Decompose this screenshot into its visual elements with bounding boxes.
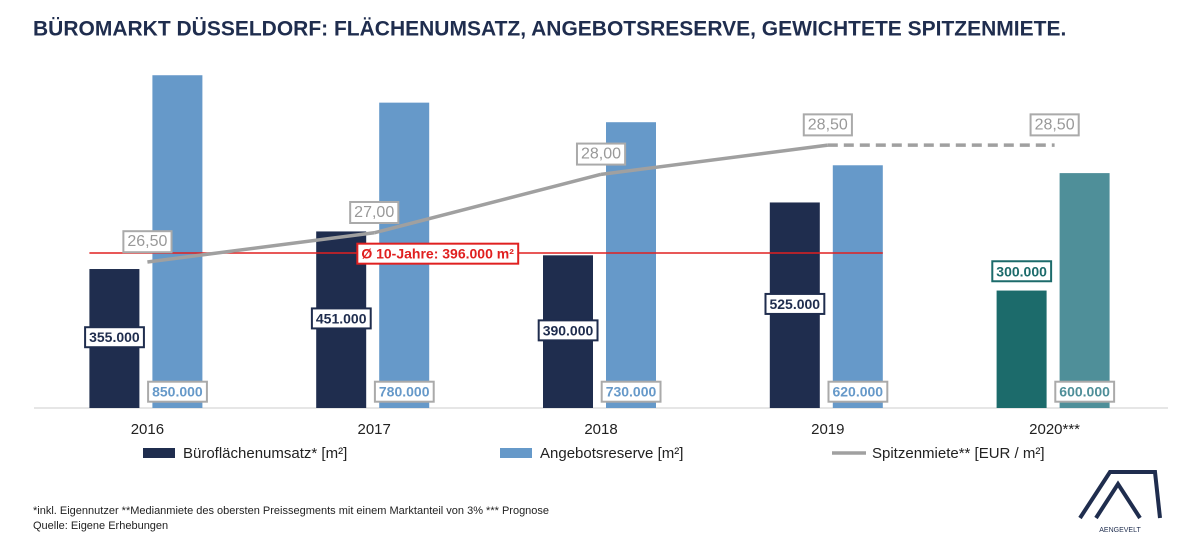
x-tick-label: 2018 bbox=[584, 421, 617, 438]
bar-value-label-box bbox=[147, 380, 208, 403]
bar-value-label-box bbox=[991, 260, 1053, 283]
bar-value-label-box bbox=[373, 380, 435, 403]
line-value-label-box bbox=[122, 230, 173, 254]
legend-swatch bbox=[143, 448, 175, 458]
logo bbox=[1078, 470, 1162, 520]
line-value-label: 28,50 bbox=[808, 116, 848, 133]
line-value-label: 28,00 bbox=[581, 146, 621, 163]
x-tick-label: 2020*** bbox=[1029, 421, 1080, 438]
line-segment bbox=[373, 172, 602, 235]
bar-value-label: 780.000 bbox=[379, 384, 430, 400]
bar-value-label-box bbox=[1054, 380, 1116, 403]
line-value-label: 27,00 bbox=[354, 204, 394, 221]
bar-value-label-box bbox=[764, 292, 826, 315]
legend-label: Spitzenmiete** [EUR / m²] bbox=[872, 445, 1045, 462]
bar-value-label-box bbox=[827, 380, 889, 403]
line-value-label: 28,50 bbox=[1035, 116, 1075, 133]
bar-value-label: 300.000 bbox=[996, 263, 1047, 279]
bar-value-label-box bbox=[310, 307, 372, 330]
line-value-label: 26,50 bbox=[127, 233, 167, 250]
bar bbox=[996, 290, 1047, 408]
x-tick-label: 2017 bbox=[358, 421, 391, 438]
bar-value-label: 620.000 bbox=[832, 384, 883, 400]
reference-label: Ø 10-Jahre: 396.000 m² bbox=[361, 246, 514, 262]
line-value-label-box bbox=[575, 142, 627, 166]
bar-value-label: 850.000 bbox=[152, 384, 203, 400]
chart-title: BÜROMARKT DÜSSELDORF: FLÄCHENUMSATZ, ANG… bbox=[33, 18, 1066, 41]
footnote: Quelle: Eigene Erhebungen bbox=[33, 520, 168, 532]
bar bbox=[832, 165, 883, 408]
reference-label-box bbox=[356, 242, 520, 265]
bar-value-label-box bbox=[84, 326, 145, 349]
line-value-label-box bbox=[802, 113, 853, 137]
x-tick-label: 2019 bbox=[811, 421, 844, 438]
bar-value-label-box bbox=[537, 319, 599, 342]
bar-value-label: 355.000 bbox=[89, 329, 140, 345]
bar-value-label: 451.000 bbox=[316, 310, 367, 326]
bar-value-label-box bbox=[600, 380, 662, 403]
bar bbox=[1059, 173, 1110, 408]
line-value-label-box bbox=[349, 200, 400, 224]
legend-label: Büroflächenumsatz* [m²] bbox=[183, 445, 347, 462]
bar-value-label: 525.000 bbox=[769, 296, 820, 312]
line-segment bbox=[600, 143, 829, 177]
legend-swatch bbox=[500, 448, 532, 458]
footnote: *inkl. Eigennutzer **Medianmiete des obe… bbox=[33, 505, 549, 517]
bar-value-label: 600.000 bbox=[1059, 384, 1110, 400]
legend-label: Angebotsreserve [m²] bbox=[540, 445, 683, 462]
logo-text: AENGEVELT bbox=[1099, 527, 1141, 534]
bar-value-label: 730.000 bbox=[606, 384, 657, 400]
bar-value-label: 390.000 bbox=[543, 322, 594, 338]
line-value-label-box bbox=[1029, 113, 1080, 137]
line-segment bbox=[147, 231, 375, 264]
x-tick-label: 2016 bbox=[131, 421, 164, 438]
